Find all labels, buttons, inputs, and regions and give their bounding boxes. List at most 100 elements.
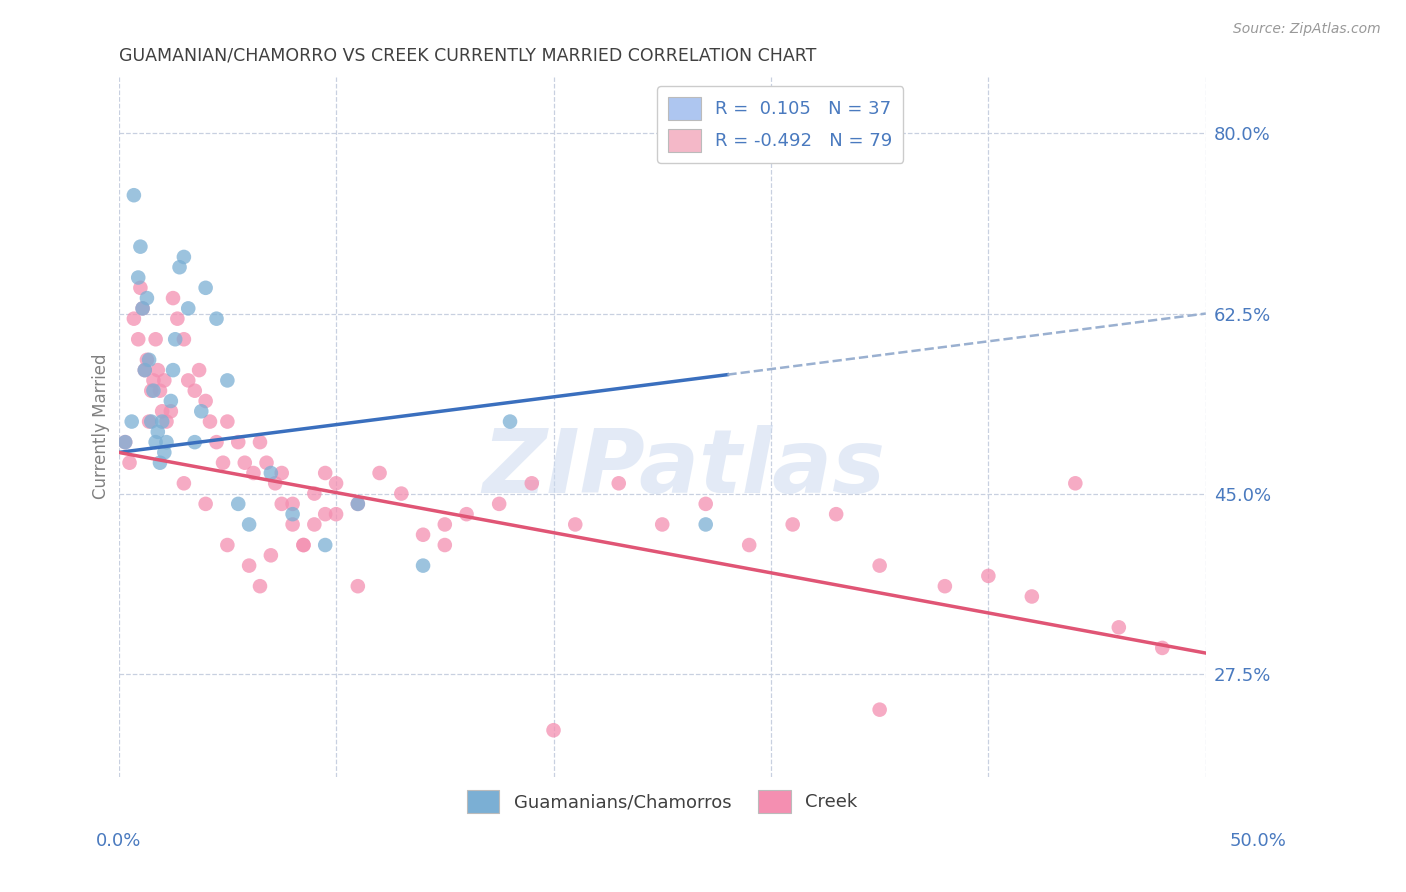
Point: [238, 558, 260, 573]
Point: [314, 538, 336, 552]
Point: [347, 579, 370, 593]
Text: Source: ZipAtlas.com: Source: ZipAtlas.com: [1233, 22, 1381, 37]
Point: [314, 507, 336, 521]
Point: [184, 435, 207, 450]
Point: [155, 435, 177, 450]
Point: [153, 445, 176, 459]
Point: [256, 456, 278, 470]
Point: [499, 415, 522, 429]
Point: [162, 363, 184, 377]
Point: [114, 435, 136, 450]
Point: [160, 394, 183, 409]
Point: [433, 538, 456, 552]
Point: [205, 311, 228, 326]
Point: [1021, 590, 1043, 604]
Point: [114, 435, 136, 450]
Point: [651, 517, 673, 532]
Legend: Guamanians/Chamorros, Creek: Guamanians/Chamorros, Creek: [460, 782, 865, 820]
Point: [249, 435, 271, 450]
Point: [304, 486, 326, 500]
Point: [142, 384, 165, 398]
Point: [292, 538, 315, 552]
Point: [190, 404, 212, 418]
Point: [129, 240, 152, 254]
Point: [977, 569, 1000, 583]
Point: [292, 538, 315, 552]
Point: [162, 291, 184, 305]
Point: [433, 517, 456, 532]
Point: [121, 415, 143, 429]
Point: [173, 250, 195, 264]
Point: [146, 363, 169, 377]
Point: [160, 404, 183, 418]
Point: [194, 394, 217, 409]
Point: [138, 415, 160, 429]
Point: [138, 352, 160, 367]
Point: [188, 363, 211, 377]
Point: [131, 301, 153, 316]
Point: [242, 466, 264, 480]
Point: [205, 435, 228, 450]
Point: [281, 507, 304, 521]
Point: [456, 507, 478, 521]
Point: [131, 301, 153, 316]
Point: [238, 517, 260, 532]
Point: [129, 281, 152, 295]
Point: [142, 373, 165, 387]
Point: [564, 517, 586, 532]
Point: [347, 497, 370, 511]
Text: ZIPatlas: ZIPatlas: [482, 425, 886, 512]
Text: GUAMANIAN/CHAMORRO VS CREEK CURRENTLY MARRIED CORRELATION CHART: GUAMANIAN/CHAMORRO VS CREEK CURRENTLY MA…: [118, 46, 815, 64]
Point: [166, 311, 188, 326]
Point: [281, 517, 304, 532]
Point: [607, 476, 630, 491]
Point: [520, 476, 543, 491]
Point: [150, 415, 173, 429]
Point: [141, 384, 163, 398]
Point: [1152, 640, 1174, 655]
Point: [869, 703, 891, 717]
Point: [347, 497, 370, 511]
Point: [127, 332, 149, 346]
Point: [695, 497, 717, 511]
Text: 0.0%: 0.0%: [96, 832, 141, 850]
Point: [368, 466, 391, 480]
Point: [543, 723, 565, 738]
Point: [149, 384, 172, 398]
Point: [1064, 476, 1087, 491]
Point: [412, 558, 434, 573]
Point: [260, 549, 283, 563]
Point: [304, 517, 326, 532]
Point: [264, 476, 287, 491]
Point: [314, 466, 336, 480]
Point: [325, 507, 347, 521]
Point: [212, 456, 235, 470]
Point: [695, 517, 717, 532]
Point: [134, 363, 156, 377]
Point: [934, 579, 956, 593]
Point: [127, 270, 149, 285]
Point: [184, 384, 207, 398]
Point: [177, 373, 200, 387]
Point: [488, 497, 510, 511]
Point: [165, 332, 187, 346]
Point: [825, 507, 848, 521]
Point: [270, 497, 292, 511]
Point: [198, 415, 221, 429]
Point: [233, 456, 256, 470]
Point: [136, 352, 159, 367]
Point: [122, 188, 145, 202]
Point: [782, 517, 804, 532]
Point: [217, 415, 239, 429]
Point: [738, 538, 761, 552]
Point: [249, 579, 271, 593]
Point: [153, 373, 176, 387]
Point: [177, 301, 200, 316]
Point: [145, 332, 167, 346]
Point: [173, 476, 195, 491]
Point: [226, 497, 249, 511]
Point: [173, 332, 195, 346]
Point: [118, 456, 141, 470]
Point: [146, 425, 169, 439]
Point: [389, 486, 412, 500]
